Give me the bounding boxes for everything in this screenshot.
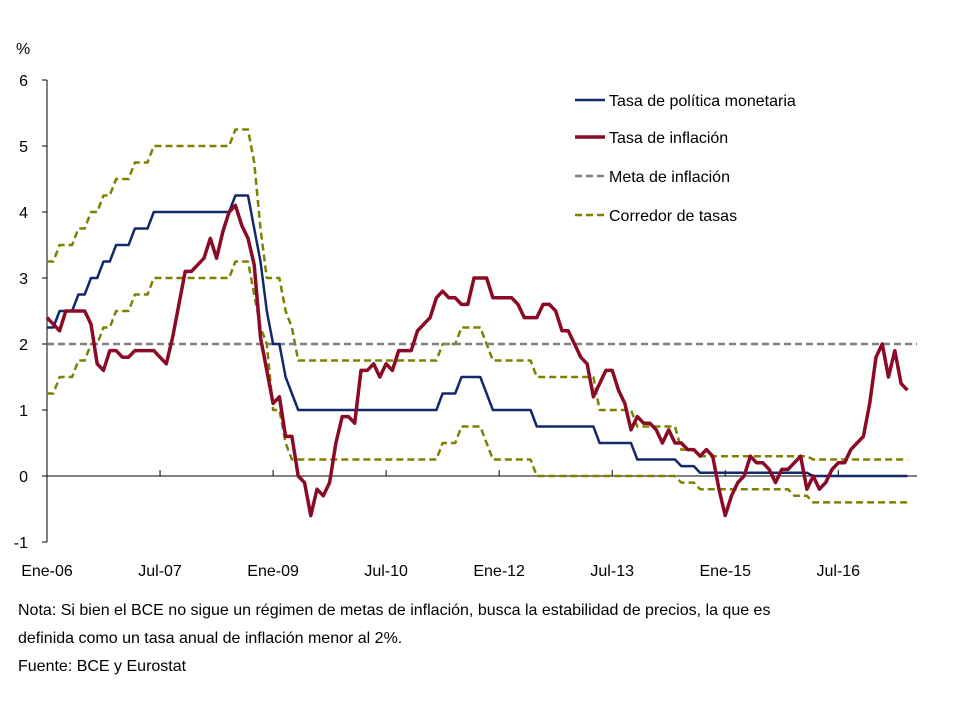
legend-label: Tasa de política monetaria xyxy=(609,93,796,110)
legend-label: Meta de inflación xyxy=(609,169,730,186)
x-tick-label: Jul-10 xyxy=(364,563,408,580)
y-tick-label: 4 xyxy=(19,205,28,222)
policy-rate-line xyxy=(47,194,908,478)
x-tick-label: Jul-13 xyxy=(590,563,634,580)
corridor-upper-line xyxy=(47,128,908,461)
y-tick-label: 2 xyxy=(19,337,28,354)
note-line-2: definida como un tasa anual de inflación… xyxy=(18,630,403,647)
legend-label: Corredor de tasas xyxy=(609,208,737,225)
y-tick-label: 1 xyxy=(19,403,28,420)
x-tick-label: Ene-12 xyxy=(473,563,525,580)
y-tick-label: 6 xyxy=(19,73,28,90)
y-axis-unit-label: % xyxy=(16,41,30,58)
x-tick-label: Ene-06 xyxy=(21,563,73,580)
y-tick-label: 3 xyxy=(19,271,28,288)
x-tick-label: Ene-15 xyxy=(699,563,751,580)
corridor-lower-line xyxy=(47,260,908,504)
x-tick-label: Jul-07 xyxy=(138,563,182,580)
x-tick-label: Jul-16 xyxy=(816,563,860,580)
note-line-1: Nota: Si bien el BCE no sigue un régimen… xyxy=(18,602,771,619)
source-note: Fuente: BCE y Eurostat xyxy=(18,658,187,675)
y-tick-label: -1 xyxy=(14,535,28,552)
inflation-rate-line xyxy=(45,203,909,518)
line-chart: 6 5 4 3 2 1 0 -1% Ene-06 Jul-07 Ene-09 Jul-10 Ene-12… xyxy=(14,41,917,580)
legend-label: Tasa de inflación xyxy=(609,130,728,147)
y-tick-label: 0 xyxy=(19,469,28,486)
y-tick-label: 5 xyxy=(19,139,28,156)
x-tick-label: Ene-09 xyxy=(247,563,299,580)
